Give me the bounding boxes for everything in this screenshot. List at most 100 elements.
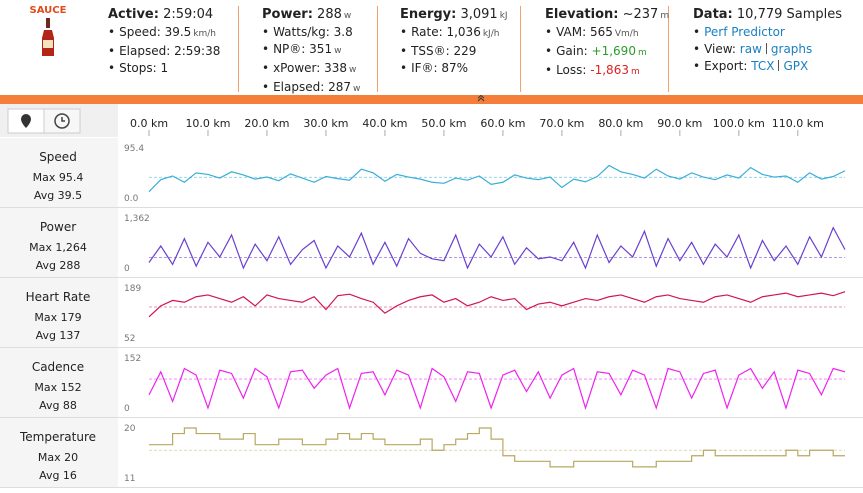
- stat-item: Stops: 1: [108, 60, 220, 77]
- row-stat: Max 20: [38, 451, 78, 464]
- item-unit: m: [630, 67, 640, 77]
- item-label: TSS®:: [411, 44, 450, 58]
- stat-column: Active: 2:59:04Speed: 39.5km/hElapsed: 2…: [108, 7, 220, 93]
- map-button[interactable]: [7, 108, 45, 134]
- y-tick-label: 152: [124, 354, 141, 364]
- toolbar: [0, 104, 863, 137]
- item-value: 338: [324, 61, 348, 75]
- stat-title: Elevation: ~237 m: [545, 7, 669, 22]
- item-label: Elapsed:: [273, 80, 325, 94]
- collapse-bar[interactable]: [0, 95, 863, 104]
- stat-item: View: raw graphs: [693, 41, 842, 58]
- x-tick-label: 110.0 km: [772, 117, 824, 130]
- y-tick-label: 0: [124, 404, 130, 414]
- item-value: 87%: [441, 61, 469, 75]
- title-label: Elevation:: [545, 7, 619, 22]
- time-button[interactable]: [43, 108, 81, 134]
- item-label: IF®:: [411, 61, 438, 75]
- item-label: Watts/kg:: [273, 25, 330, 39]
- x-tick-label: 50.0 km: [421, 117, 466, 130]
- link[interactable]: GPX: [783, 59, 809, 73]
- clock-icon: [54, 113, 70, 129]
- y-tick-label: 0: [124, 264, 130, 274]
- link[interactable]: Perf Predictor: [704, 25, 785, 39]
- y-tick-label: 95.4: [124, 144, 144, 154]
- stat-column: Power: 288wWatts/kg: 3.8NP®: 351wxPower:…: [262, 7, 360, 94]
- y-tick-label: 189: [124, 284, 141, 294]
- logo: SAUCE: [18, 5, 78, 58]
- pin-icon: [21, 114, 31, 128]
- row-stat: Avg 88: [39, 399, 77, 412]
- x-tick-label: 30.0 km: [303, 117, 348, 130]
- x-tick-label: 70.0 km: [539, 117, 584, 130]
- item-value: 351: [309, 42, 333, 56]
- title-value: 3,091: [460, 7, 498, 22]
- bottle-icon: [42, 18, 54, 56]
- y-tick-label: 20: [124, 424, 136, 434]
- item-unit: w: [349, 65, 357, 75]
- row-label-panel: [0, 138, 118, 207]
- y-tick-label: 52: [124, 334, 135, 344]
- x-tick-label: 100.0 km: [713, 117, 765, 130]
- link[interactable]: graphs: [770, 42, 813, 56]
- row-stat: Max 152: [34, 381, 81, 394]
- item-label: Loss:: [556, 63, 587, 77]
- collapse-icon[interactable]: [477, 94, 485, 102]
- link-separator: [765, 43, 767, 54]
- stat-column: Data: 10,779 Samples Perf Predictor View: …: [693, 7, 842, 93]
- series-line: [148, 367, 846, 411]
- stat-title: Power: 288 w: [262, 7, 360, 22]
- item-label: Elapsed:: [119, 44, 171, 58]
- x-tick-label: 40.0 km: [362, 117, 407, 130]
- item-label: Export:: [704, 59, 748, 73]
- header: SAUCE Active: 2:59:04Speed: 39.5km/hElap…: [0, 0, 863, 94]
- title-value: ~237: [622, 7, 659, 22]
- stat-item: IF®: 87%: [400, 60, 508, 77]
- title-value: 10,779 Samples: [736, 7, 843, 22]
- title-value: 2:59:04: [163, 7, 214, 22]
- stat-title: Energy: 3,091 kJ: [400, 7, 508, 22]
- stat-item: Elapsed: 2:59:38: [108, 43, 220, 60]
- row-stat: Max 95.4: [33, 171, 84, 184]
- x-tick-label: 20.0 km: [244, 117, 289, 130]
- x-tick-label: 10.0 km: [185, 117, 230, 130]
- y-tick-label: 0.0: [124, 194, 139, 204]
- item-value: 2:59:38: [174, 44, 221, 58]
- stat-title: Data: 10,779 Samples: [693, 7, 842, 22]
- item-label: Rate:: [411, 25, 443, 39]
- row-stat: Avg 137: [36, 329, 81, 342]
- title-label: Energy:: [400, 7, 457, 22]
- series-line: [148, 291, 846, 318]
- y-tick-label: 1,362: [124, 214, 150, 224]
- item-label: VAM:: [556, 25, 587, 39]
- link[interactable]: raw: [739, 42, 762, 56]
- row-name: Speed: [39, 150, 77, 164]
- row-name: Temperature: [19, 430, 96, 444]
- link[interactable]: TCX: [751, 59, 775, 73]
- row-stat: Avg 16: [39, 469, 77, 482]
- row-stat: Avg 288: [36, 259, 81, 272]
- item-label: View:: [704, 42, 736, 56]
- item-unit: w: [334, 46, 342, 56]
- x-tick-label: 80.0 km: [598, 117, 643, 130]
- item-label: xPower:: [273, 61, 321, 75]
- row-stat: Avg 39.5: [34, 189, 82, 202]
- item-label: Speed:: [119, 25, 161, 39]
- item-value: 287: [328, 80, 351, 94]
- y-tick-label: 11: [124, 474, 135, 484]
- series-line: [148, 164, 846, 193]
- row-stat: Max 179: [34, 311, 81, 324]
- toolbar-left: [0, 104, 118, 137]
- item-value: 1,036: [446, 25, 481, 39]
- item-value: 229: [453, 44, 477, 58]
- title-label: Power:: [262, 7, 313, 22]
- item-value: 565: [589, 25, 613, 39]
- x-tick-label: 0.0 km: [130, 117, 168, 130]
- link-separator: [778, 60, 780, 71]
- logo-text: SAUCE: [29, 5, 67, 16]
